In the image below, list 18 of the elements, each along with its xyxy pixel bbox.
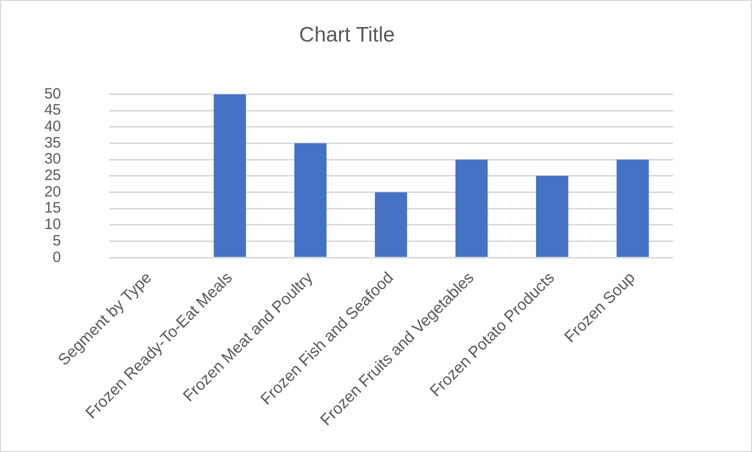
y-tick-label: 5 <box>52 232 61 250</box>
y-tick-label: 10 <box>44 216 61 234</box>
chart-title: Chart Title <box>299 23 395 46</box>
y-tick-label: 50 <box>44 85 61 102</box>
y-tick-label: 20 <box>44 183 61 200</box>
bar <box>455 160 488 257</box>
y-tick-label: 30 <box>44 150 61 168</box>
bar <box>374 192 408 257</box>
y-tick-label: 35 <box>44 134 61 152</box>
bar <box>616 160 649 257</box>
bar <box>294 143 327 257</box>
bar <box>536 176 568 257</box>
y-tick-label: 45 <box>44 102 61 119</box>
y-tick-label: 40 <box>44 118 61 136</box>
y-tick-label: 15 <box>44 200 61 217</box>
y-tick-label: 25 <box>44 167 61 184</box>
y-tick-label: 0 <box>52 248 61 266</box>
bar <box>214 94 246 257</box>
